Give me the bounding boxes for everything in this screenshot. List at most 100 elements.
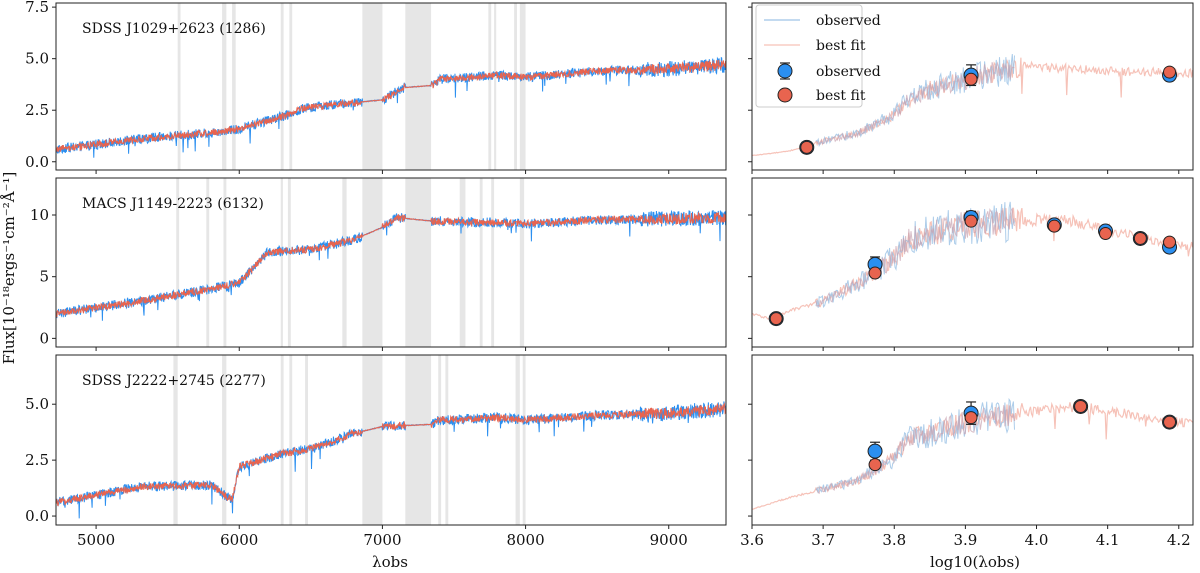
panel-title: SDSS J1029+2623 (1286) (82, 21, 266, 37)
masked-region-5 (289, 3, 293, 170)
best-fit-photometry-point (1163, 235, 1177, 249)
best-fit-photometry-point (868, 266, 882, 280)
right-x-axis-label: log10(λobs) (930, 553, 1020, 571)
sed-best-fit-spectrum-line (816, 61, 1015, 145)
best-fit-spectrum-line (56, 59, 726, 153)
masked-region-3 (223, 178, 227, 347)
y-tick-label: 0.0 (25, 507, 49, 525)
best-fit-photometry-point (964, 214, 978, 228)
best-fit-spectrum-line (56, 402, 726, 507)
masked-region-9 (494, 3, 497, 170)
masked-region-6 (342, 178, 347, 347)
masked-region-8 (438, 355, 442, 525)
sed-best-fit-spectrum-line (815, 405, 1015, 495)
legend-point-best-fit-marker (777, 87, 793, 103)
spectrum-panel-1: SDSS J1029+2623 (1286) 0.0 2.5 5.0 7.5 (25, 0, 727, 174)
masked-region-2 (206, 178, 210, 347)
y-tick-label: 2.5 (25, 451, 49, 469)
masked-region-11 (519, 3, 526, 170)
x-tick-label: 6000 (220, 531, 258, 549)
spectrum-plot-area (56, 355, 726, 525)
masked-region-7 (362, 178, 383, 347)
best-fit-photometry-point (1133, 231, 1147, 245)
x-tick-label: 4.2 (1167, 531, 1191, 549)
y-tick-label: 7.5 (25, 0, 49, 16)
masked-region-1 (177, 3, 181, 170)
legend: observed best fit observed best fit (755, 4, 881, 108)
spectrum-plot-area (56, 3, 726, 170)
legend-point-best-fit: best fit (816, 88, 866, 104)
best-fit-photometry-point (1163, 65, 1177, 79)
spectrum-axes-frame (55, 2, 727, 171)
spectrum-panel-2: MACS J1149-2223 (6132) 0 5 10 (30, 177, 727, 351)
masked-region-2 (222, 355, 227, 525)
y-tick-label: 5 (39, 268, 49, 286)
masked-region-4 (289, 355, 293, 525)
masked-region-10 (515, 355, 520, 525)
masked-region-5 (305, 355, 308, 525)
legend-point-observed-marker (777, 63, 793, 79)
masked-region-8 (488, 3, 492, 170)
masked-region-6 (362, 355, 383, 525)
x-tick-label: 3.9 (953, 531, 977, 549)
left-x-axis-label: λobs (372, 553, 408, 571)
best-fit-photometry-point (769, 312, 783, 326)
y-tick-label: 2.5 (25, 101, 49, 119)
best-fit-photometry-point (800, 140, 814, 154)
panel-title: SDSS J2222+2745 (2277) (82, 373, 266, 389)
x-tick-label: 5000 (77, 531, 115, 549)
masked-region-9 (445, 355, 449, 525)
masked-region-3 (232, 3, 236, 170)
best-fit-spectrum-line (56, 211, 726, 318)
y-tick-label: 10 (30, 206, 49, 224)
best-fit-photometry-point (868, 458, 882, 472)
spectrum-plot-area (56, 178, 726, 347)
x-tick-label: 7000 (363, 531, 401, 549)
masked-region-2 (222, 3, 227, 170)
masked-region-1 (176, 178, 180, 347)
masked-region-8 (405, 178, 432, 347)
sed-observed-spectrum-line (815, 397, 1015, 494)
x-tick-label: 4.0 (1025, 531, 1049, 549)
sed-axes-frame (751, 2, 1194, 171)
masked-region-4 (280, 3, 284, 170)
best-fit-photometry-point (964, 72, 978, 86)
sed-best-fit-spectrum-line (815, 207, 1015, 308)
spectrum-panel-3: SDSS J2222+2745 (2277) 0.0 2.5 5.0 5000 6000 7… (25, 354, 727, 549)
best-fit-photometry-point (1099, 227, 1113, 241)
legend-point-observed: observed (816, 64, 881, 80)
spectrum-axes-frame (55, 354, 727, 526)
sed-axes-frame (751, 354, 1194, 526)
y-tick-label: 5.0 (25, 50, 49, 68)
y-axis-label: Flux[10⁻¹⁸ergs⁻¹cm⁻²Å⁻¹] (0, 172, 18, 365)
masked-region-10 (479, 178, 483, 347)
legend-frame (755, 4, 863, 108)
best-fit-photometry-point (1047, 219, 1061, 233)
spectrum-axes-frame (55, 177, 727, 348)
legend-line-best-fit: best fit (816, 38, 866, 54)
x-tick-label: 4.1 (1096, 531, 1120, 549)
panel-title: MACS J1149-2223 (6132) (82, 196, 264, 212)
best-fit-photometry-point (964, 411, 978, 425)
sed-panel-1 (748, 2, 1194, 174)
x-tick-label: 3.7 (811, 531, 835, 549)
masked-region-5 (287, 178, 291, 347)
masked-region-10 (514, 3, 517, 170)
masked-region-3 (280, 355, 284, 525)
masked-region-6 (362, 3, 383, 170)
x-tick-label: 3.6 (740, 531, 764, 549)
y-tick-label: 0.0 (25, 153, 49, 171)
legend-line-observed: observed (816, 13, 881, 29)
y-tick-label: 5.0 (25, 395, 49, 413)
x-tick-label: 9000 (650, 531, 688, 549)
masked-region-9 (459, 178, 466, 347)
best-fit-photometry-point (1163, 415, 1177, 429)
masked-region-11 (491, 178, 495, 347)
observed-photometry-point (867, 443, 883, 459)
observed-spectrum-line (56, 401, 726, 519)
x-tick-label: 8000 (506, 531, 544, 549)
masked-region-12 (519, 178, 525, 347)
masked-region-4 (280, 178, 283, 347)
sed-axes-frame (751, 177, 1194, 348)
